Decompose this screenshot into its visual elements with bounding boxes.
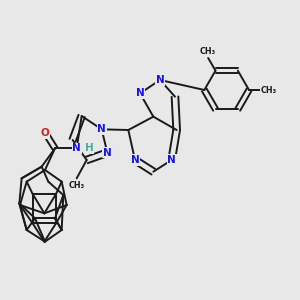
Text: N: N	[156, 75, 164, 85]
Text: H: H	[85, 143, 94, 153]
Text: O: O	[40, 128, 50, 138]
Text: N: N	[136, 88, 144, 98]
Text: N: N	[72, 143, 81, 153]
Text: N: N	[167, 155, 176, 165]
Text: CH₃: CH₃	[200, 47, 216, 56]
Text: N: N	[103, 148, 112, 158]
Text: N: N	[130, 155, 140, 165]
Text: CH₃: CH₃	[69, 181, 85, 190]
Text: CH₃: CH₃	[261, 85, 277, 94]
Text: N: N	[97, 124, 106, 134]
